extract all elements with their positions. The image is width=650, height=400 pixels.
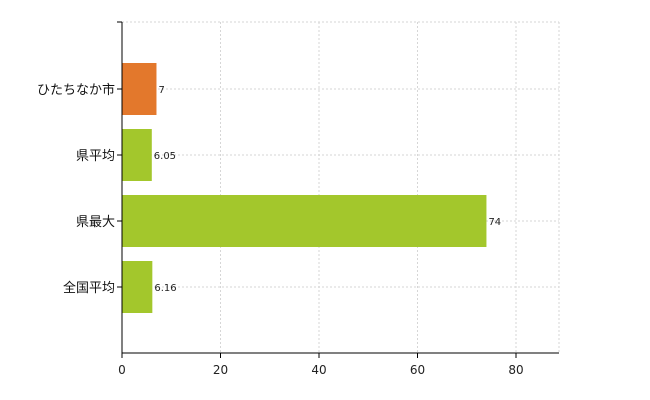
x-tick-label-3: 60	[410, 363, 425, 377]
x-tick-label-4: 80	[508, 363, 523, 377]
data-label-1: 6.05	[154, 151, 176, 162]
category-label-0: ひたちなか市	[37, 82, 115, 98]
category-label-2: 県最大	[76, 215, 115, 230]
bar-2	[122, 195, 487, 247]
x-tick-label-0: 0	[118, 363, 126, 377]
category-label-1: 県平均	[76, 149, 115, 164]
x-tick-label-1: 20	[213, 363, 228, 377]
category-label-3: 全国平均	[63, 280, 115, 296]
data-label-2: 74	[488, 217, 501, 228]
bars	[122, 63, 487, 313]
data-label-0: 7	[158, 85, 164, 96]
data-label-3: 6.16	[154, 283, 176, 294]
labels: 7 ひたちなか市 6.05 県平均 74 県最大 6.16 全国平均 0 20 40 60 80	[37, 82, 524, 377]
x-tick-label-2: 40	[311, 363, 326, 377]
bar-3	[122, 261, 153, 313]
gridlines	[122, 21, 560, 353]
bar-1	[122, 129, 152, 181]
axes	[117, 21, 559, 358]
bar-0	[122, 63, 157, 115]
